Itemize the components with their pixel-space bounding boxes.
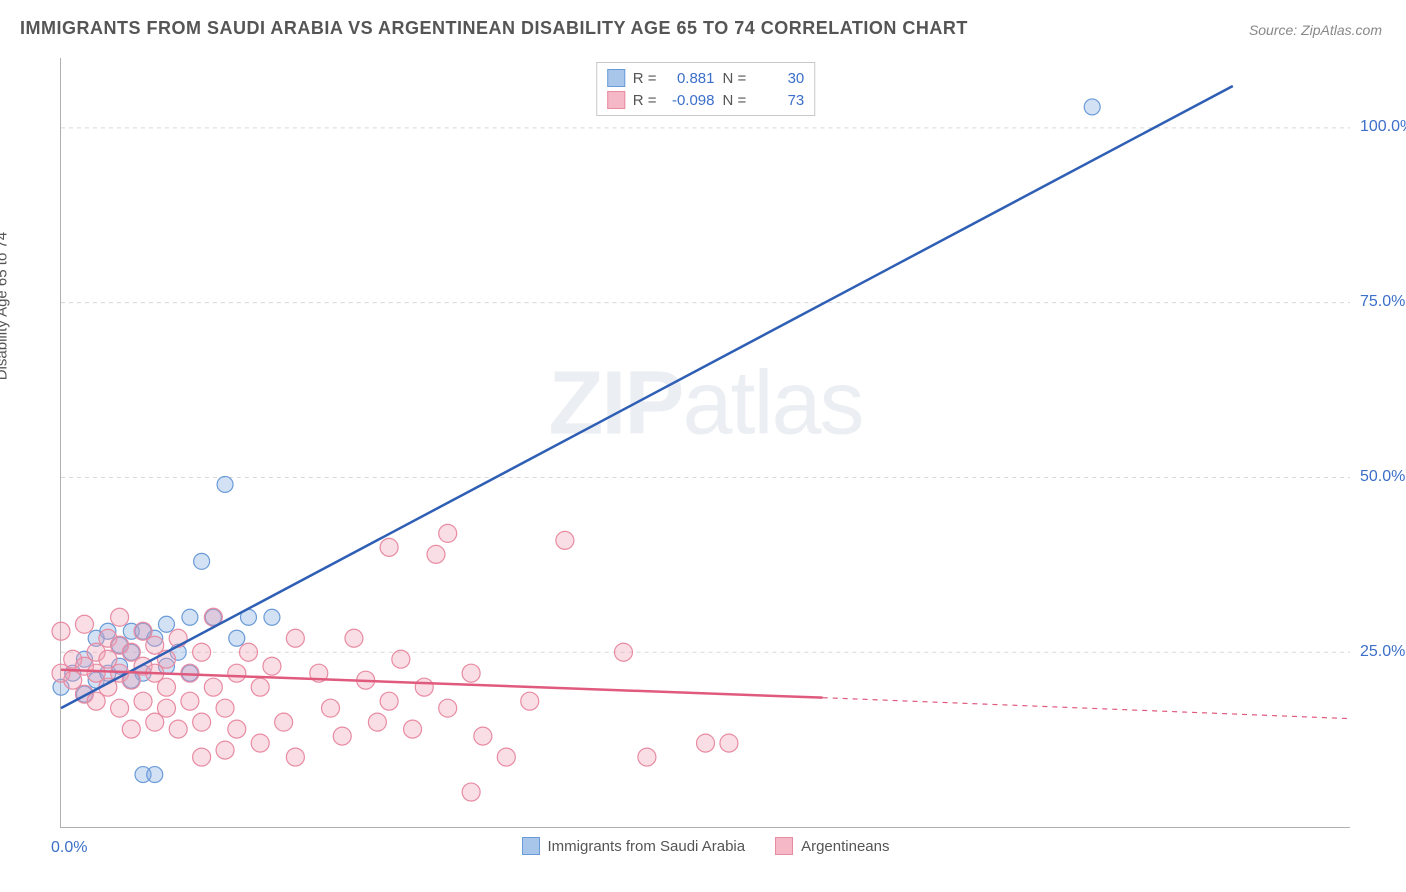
legend-series-swatch-1 — [775, 837, 793, 855]
legend-series: Immigrants from Saudi Arabia Argentinean… — [522, 837, 890, 855]
y-tick-label: 100.0% — [1360, 118, 1406, 136]
y-tick-label: 25.0% — [1360, 643, 1406, 661]
legend-series-swatch-0 — [522, 837, 540, 855]
legend-series-label-1: Argentineans — [801, 838, 889, 855]
plot-area: ZIPatlas R = 0.881 N = 30 R = -0.098 N =… — [60, 58, 1350, 828]
x-origin-label: 0.0% — [51, 839, 87, 857]
source-attribution: Source: ZipAtlas.com — [1249, 22, 1382, 38]
legend-series-1: Argentineans — [775, 837, 889, 855]
chart-title: IMMIGRANTS FROM SAUDI ARABIA VS ARGENTIN… — [20, 18, 968, 39]
chart-svg — [61, 58, 1350, 827]
legend-series-0: Immigrants from Saudi Arabia — [522, 837, 746, 855]
y-axis-label: Disability Age 65 to 74 — [0, 232, 11, 380]
legend-series-label-0: Immigrants from Saudi Arabia — [548, 838, 746, 855]
y-tick-label: 75.0% — [1360, 293, 1406, 311]
y-tick-label: 50.0% — [1360, 468, 1406, 486]
